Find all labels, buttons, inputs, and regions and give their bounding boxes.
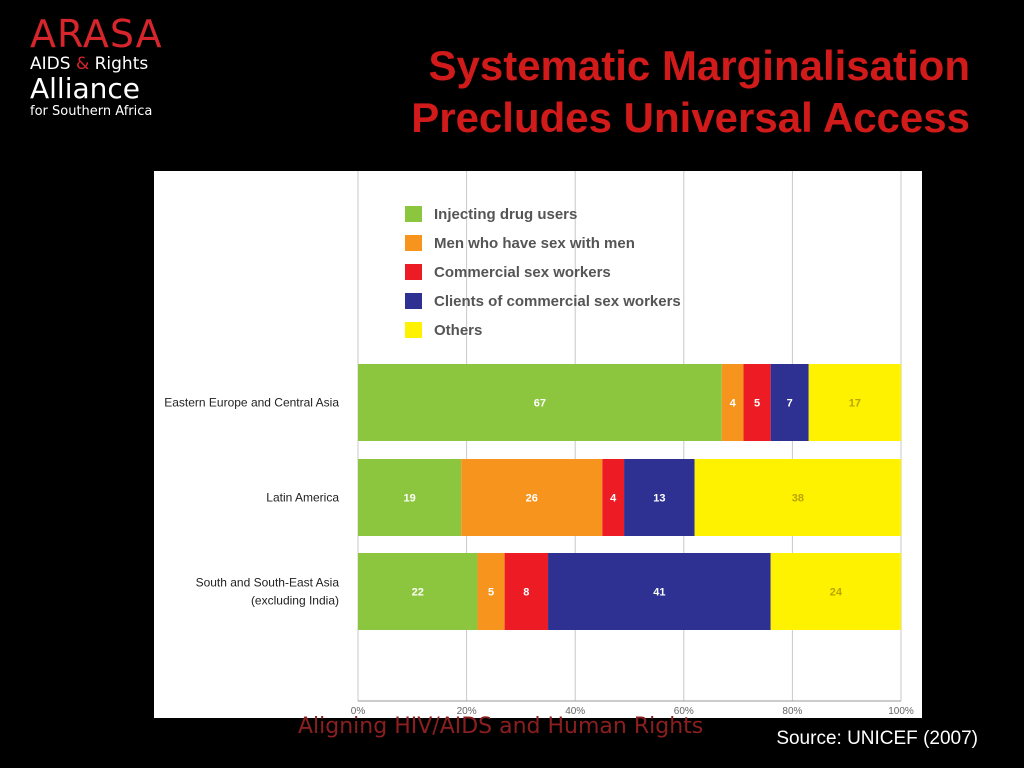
legend-label: Others: [434, 322, 482, 339]
bar-value-label: 5: [754, 398, 760, 410]
bar-segment: [624, 459, 695, 536]
stacked-bar-chart: 0% 20% 40% 60% 80% 100% Injecting drug users Me…: [164, 171, 914, 717]
legend-label: Men who have sex with men: [434, 235, 635, 252]
legend-swatch: [405, 206, 422, 222]
bar-value-label: 24: [830, 587, 843, 599]
logo-line-2: AIDS & Rights: [30, 54, 190, 74]
legend-label: Injecting drug users: [434, 206, 577, 223]
legend-swatch: [405, 264, 422, 280]
legend-swatch: [405, 293, 422, 309]
bar-value-label: 67: [534, 398, 546, 410]
bar-segment: [808, 364, 901, 441]
bar-segment: [477, 553, 505, 630]
logo-line-2a: AIDS: [30, 54, 71, 74]
legend-swatch: [405, 322, 422, 338]
x-tick-label: 0%: [351, 706, 366, 717]
bar-segment: [694, 459, 901, 536]
bar-value-label: 17: [849, 398, 861, 410]
bar-value-label: 4: [730, 398, 737, 410]
logo-ampersand: &: [75, 54, 90, 74]
bar-value-label: 4: [610, 493, 617, 505]
bar-value-label: 38: [792, 493, 804, 505]
bar-value-label: 5: [488, 587, 494, 599]
logo-line-2b: Rights: [94, 54, 149, 74]
logo-line-4: for Southern Africa: [30, 104, 153, 119]
bar-value-label: 8: [523, 587, 529, 599]
logo-line-3: Alliance: [30, 72, 141, 105]
tagline: Aligning HIV/AIDS and Human Rights: [298, 714, 704, 739]
bar-value-label: 26: [526, 493, 538, 505]
bar-value-label: 19: [403, 493, 415, 505]
category-label: (excluding India): [251, 594, 339, 608]
x-tick-label: 80%: [782, 706, 802, 717]
bar-value-label: 22: [412, 587, 424, 599]
x-tick-label: 40%: [565, 706, 585, 717]
bar-segment: [358, 553, 478, 630]
bar-segment: [504, 553, 549, 630]
bar-value-label: 13: [653, 493, 665, 505]
legend-label: Commercial sex workers: [434, 264, 611, 281]
bar-value-label: 7: [787, 398, 793, 410]
bar-segment: [602, 459, 625, 536]
bar-segment: [548, 553, 771, 630]
arasa-logo: ARASA AIDS & Rights Alliance for Souther…: [30, 14, 190, 120]
x-tick-label: 20%: [457, 706, 477, 717]
legend-label: Clients of commercial sex workers: [434, 293, 681, 310]
x-tick-label: 60%: [674, 706, 694, 717]
bar-segment: [358, 459, 462, 536]
bar-segment: [721, 364, 744, 441]
bar-segment: [770, 364, 809, 441]
legend-swatch: [405, 235, 422, 251]
bar-value-label: 41: [653, 587, 665, 599]
source-note: Source: UNICEF (2007): [776, 728, 978, 749]
category-label: Eastern Europe and Central Asia: [164, 396, 339, 410]
category-label: Latin America: [266, 491, 339, 505]
slide-title-line-1: Systematic Marginalisation: [428, 42, 970, 89]
slide-title: Systematic Marginalisation Precludes Uni…: [250, 40, 970, 144]
x-tick-label: 100%: [888, 706, 914, 717]
logo-line-1: ARASA: [30, 12, 163, 56]
bar-segment: [358, 364, 722, 441]
slide-title-line-2: Precludes Universal Access: [411, 94, 970, 141]
chart-panel: 0% 20% 40% 60% 80% 100% Injecting drug users Me…: [154, 171, 922, 718]
bar-segment: [770, 553, 901, 630]
bar-segment: [743, 364, 771, 441]
bar-segment: [461, 459, 603, 536]
category-label: South and South-East Asia: [196, 576, 340, 590]
